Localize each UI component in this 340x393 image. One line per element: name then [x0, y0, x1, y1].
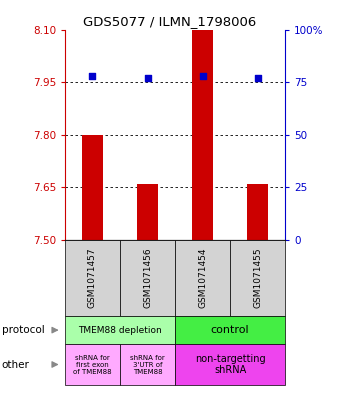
Bar — [192, 30, 213, 240]
Text: GDS5077 / ILMN_1798006: GDS5077 / ILMN_1798006 — [83, 15, 257, 28]
Text: protocol: protocol — [2, 325, 45, 335]
Point — [90, 73, 95, 79]
Text: non-targetting
shRNA: non-targetting shRNA — [195, 354, 266, 375]
Point — [145, 75, 150, 81]
Text: TMEM88 depletion: TMEM88 depletion — [78, 326, 162, 334]
Text: shRNA for
3'UTR of
TMEM88: shRNA for 3'UTR of TMEM88 — [130, 354, 165, 375]
Text: GSM1071455: GSM1071455 — [253, 248, 262, 309]
Text: control: control — [211, 325, 250, 335]
Text: GSM1071457: GSM1071457 — [88, 248, 97, 309]
Text: GSM1071454: GSM1071454 — [198, 248, 207, 308]
Text: other: other — [2, 360, 30, 369]
Point — [255, 75, 260, 81]
Text: shRNA for
first exon
of TMEM88: shRNA for first exon of TMEM88 — [73, 354, 112, 375]
Point — [200, 73, 205, 79]
Bar — [82, 135, 103, 240]
Bar — [137, 184, 158, 240]
Bar — [247, 184, 268, 240]
Text: GSM1071456: GSM1071456 — [143, 248, 152, 309]
